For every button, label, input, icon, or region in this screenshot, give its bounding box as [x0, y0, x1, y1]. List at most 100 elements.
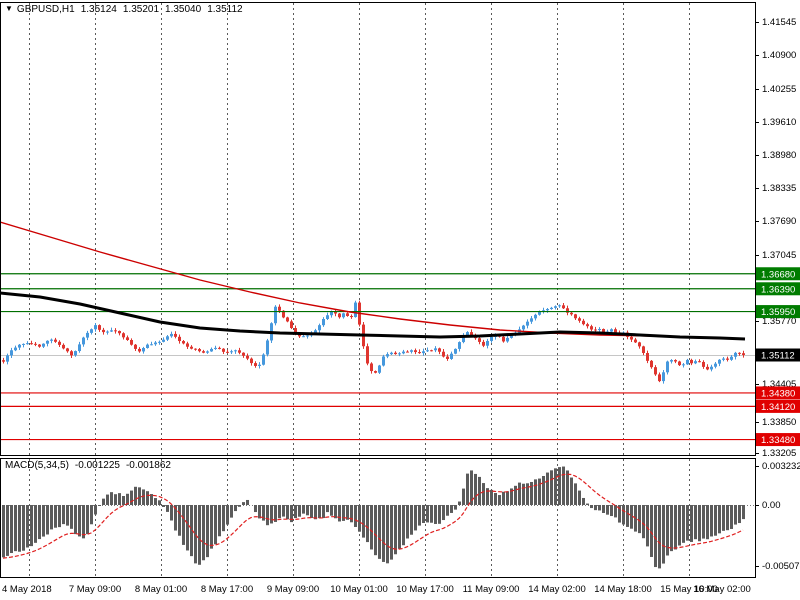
- candle-body: [650, 360, 653, 368]
- time-axis-label: 14 May 02:00: [528, 584, 586, 595]
- candle-body: [78, 344, 81, 352]
- macd-histogram-bar: [702, 505, 705, 539]
- macd-histogram-bar: [30, 505, 33, 547]
- price-axis-label: 1.40900: [762, 50, 796, 61]
- macd-histogram-bar: [646, 505, 649, 547]
- candle-body: [14, 347, 17, 351]
- price-axis-label: 1.33850: [762, 417, 796, 428]
- macd-histogram-bar: [214, 505, 217, 545]
- macd-histogram-bar: [70, 505, 73, 529]
- price-badge: [756, 305, 800, 319]
- macd-histogram-bar: [506, 491, 509, 505]
- macd-histogram-bar: [710, 505, 713, 537]
- macd-histogram-bar: [50, 505, 53, 530]
- macd-signal-line: [2, 473, 744, 559]
- candle-body: [146, 344, 149, 349]
- macd-histogram-bar: [242, 502, 245, 505]
- price-badge: [756, 267, 800, 281]
- macd-histogram-bar: [558, 467, 561, 505]
- candle-body: [726, 358, 729, 360]
- candle-body: [526, 321, 529, 326]
- macd-histogram-bar: [298, 505, 301, 517]
- candle-body: [110, 330, 113, 332]
- time-axis-label: 7 May 09:00: [69, 584, 121, 595]
- macd-histogram-bar: [498, 495, 501, 505]
- macd-histogram-bar: [378, 505, 381, 559]
- macd-histogram-bar: [738, 505, 741, 524]
- price-axis-label: 1.35770: [762, 316, 796, 327]
- price-axis-label: 1.38980: [762, 150, 796, 161]
- candle-body: [2, 360, 5, 362]
- candle-body: [674, 360, 677, 362]
- candle-body: [210, 348, 213, 352]
- candle-body: [418, 352, 421, 354]
- macd-histogram-bar: [282, 505, 285, 517]
- candle-body: [574, 314, 577, 319]
- macd-histogram-bar: [654, 505, 657, 568]
- macd-panel: [0, 466, 755, 569]
- macd-histogram-bar: [314, 505, 317, 520]
- macd-histogram-bar: [582, 497, 585, 505]
- macd-histogram-bar: [590, 505, 593, 509]
- macd-histogram-bar: [246, 499, 249, 505]
- macd-name: MACD(5,34,5): [5, 460, 69, 471]
- candle-body: [638, 342, 641, 347]
- macd-histogram-bar: [690, 505, 693, 542]
- time-axis-label: 8 May 17:00: [201, 584, 253, 595]
- candle-body: [226, 351, 229, 353]
- candle-body: [98, 325, 101, 330]
- macd-histogram-bar: [446, 505, 449, 516]
- candle-body: [190, 346, 193, 349]
- macd-histogram-bar: [642, 505, 645, 539]
- macd-histogram-bar: [526, 483, 529, 505]
- macd-histogram-bar: [662, 505, 665, 564]
- macd-histogram-bar: [610, 505, 613, 517]
- chart-title: ▼ GBPUSD,H1 1.35124 1.35201 1.35040 1.35112: [5, 4, 243, 15]
- price-axis-label: 1.34405: [762, 379, 796, 390]
- candle-body: [710, 366, 713, 370]
- candle-body: [134, 344, 137, 349]
- candle-body: [390, 352, 393, 355]
- macd-histogram-bar: [358, 505, 361, 532]
- macd-histogram-bar: [530, 481, 533, 505]
- macd-histogram-bar: [638, 505, 641, 534]
- candle-body: [442, 351, 445, 357]
- macd-histogram-bar: [326, 505, 329, 513]
- macd-histogram-bar: [254, 505, 257, 513]
- macd-histogram-bar: [338, 505, 341, 522]
- macd-histogram-bar: [274, 505, 277, 522]
- candle-body: [562, 305, 565, 309]
- candle-body: [490, 336, 493, 341]
- macd-histogram-bar: [430, 505, 433, 523]
- macd-histogram-bar: [470, 470, 473, 505]
- macd-histogram-bar: [334, 505, 337, 519]
- macd-histogram-bar: [210, 505, 213, 549]
- price-badge-label: 1.36390: [761, 284, 795, 295]
- macd-histogram-bar: [74, 505, 77, 535]
- candle-body: [462, 335, 465, 343]
- macd-histogram-bar: [362, 505, 365, 538]
- macd-value: -0.001225: [74, 460, 120, 471]
- black-ma-line: [0, 291, 746, 341]
- candle-body: [634, 339, 637, 343]
- macd-histogram-bar: [570, 477, 573, 505]
- macd-histogram-bar: [346, 505, 349, 520]
- macd-histogram-bar: [510, 488, 513, 505]
- candle-body: [502, 336, 505, 342]
- macd-histogram-bar: [306, 505, 309, 516]
- candle-body: [602, 328, 605, 333]
- macd-histogram-bar: [86, 505, 89, 535]
- candle-body: [510, 335, 513, 338]
- macd-histogram-bar: [410, 505, 413, 535]
- candle-body: [330, 311, 333, 316]
- macd-histogram-bar: [114, 494, 117, 505]
- candle-body: [454, 348, 457, 354]
- price-badge-label: 1.34120: [761, 402, 795, 413]
- candle-body: [590, 326, 593, 330]
- macd-histogram-bar: [722, 505, 725, 531]
- macd-histogram-bar: [318, 505, 321, 519]
- candle-body: [422, 351, 425, 354]
- candle-body: [254, 363, 257, 366]
